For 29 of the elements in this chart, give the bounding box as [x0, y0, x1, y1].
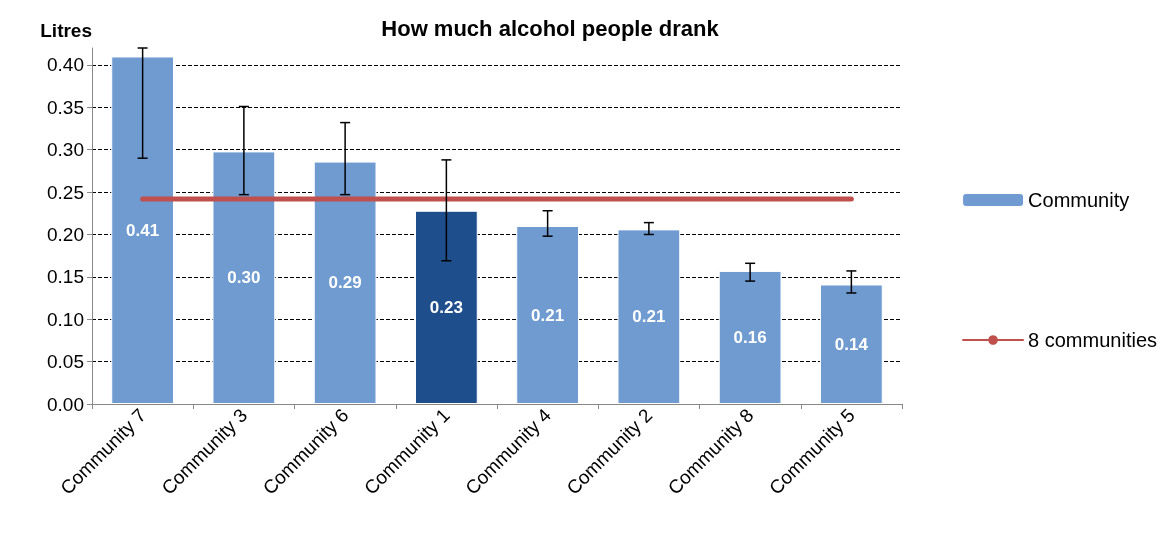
y-tick-label: 0.40 [47, 54, 84, 76]
legend-label: Community [1028, 189, 1130, 211]
bar [111, 56, 175, 404]
y-tick-label: 0.00 [47, 393, 84, 415]
bar [212, 151, 276, 404]
y-axis-title: Litres [40, 20, 92, 41]
bar [414, 210, 478, 404]
data-label: 0.41 [126, 220, 160, 240]
data-label: 0.21 [632, 307, 666, 327]
data-label: 0.21 [531, 305, 565, 325]
legend-label: 8 communities [1028, 329, 1157, 351]
bar [718, 270, 782, 404]
y-tick-label: 0.30 [47, 139, 84, 161]
data-label: 0.23 [429, 297, 463, 317]
y-tick-label: 0.25 [47, 181, 84, 203]
data-label: 0.30 [227, 268, 261, 288]
data-label: 0.14 [834, 334, 869, 354]
y-tick-label: 0.35 [47, 96, 84, 118]
bar [313, 161, 377, 404]
y-tick-label: 0.05 [47, 351, 84, 373]
bar [617, 229, 681, 404]
y-tick-label: 0.20 [47, 223, 84, 245]
data-label: 0.16 [733, 327, 767, 347]
y-tick-label: 0.10 [47, 308, 84, 330]
y-tick-label: 0.15 [47, 266, 84, 288]
bar [819, 284, 883, 404]
data-label: 0.29 [328, 273, 362, 293]
bar [516, 226, 580, 404]
chart-title: How much alcohol people drank [381, 15, 720, 41]
